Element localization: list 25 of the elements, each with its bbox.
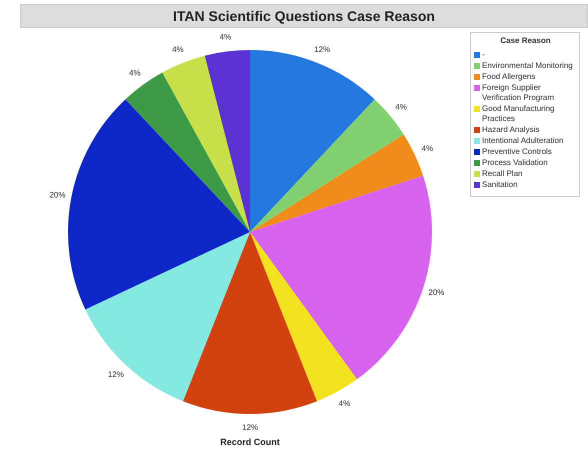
legend-label: - (482, 50, 485, 60)
legend-label: Sanitation (482, 180, 518, 190)
legend-label: Hazard Analysis (482, 125, 540, 135)
data-label: 4% (395, 102, 407, 112)
data-label: 4% (220, 32, 232, 42)
data-label: 4% (338, 398, 350, 408)
legend-title: Case Reason (499, 36, 552, 45)
data-label: 4% (172, 44, 184, 54)
legend-label: Preventive Controls (482, 147, 552, 157)
data-label: 20% (428, 288, 444, 297)
legend-label: Environmental Monitoring (482, 61, 573, 71)
data-label: 12% (242, 423, 258, 432)
chart-title: ITAN Scientific Questions Case Reason (20, 4, 588, 28)
legend-label: Intentional Adulteration (482, 136, 564, 146)
data-label: 12% (314, 44, 330, 54)
text: Record Count (219, 437, 281, 447)
legend-label: Process Validation (482, 158, 548, 168)
data-label: 12% (108, 370, 124, 380)
legend-label: Foreign Supplier Verification Program (482, 83, 556, 103)
legend-label: Good Manufacturing Practices (482, 104, 556, 124)
data-label: 4% (422, 144, 434, 153)
data-label: 20% (49, 190, 66, 200)
legend-label: Food Allergens (482, 72, 536, 82)
legend-label: Recall Plan (482, 169, 522, 179)
data-label: 4% (129, 68, 141, 78)
